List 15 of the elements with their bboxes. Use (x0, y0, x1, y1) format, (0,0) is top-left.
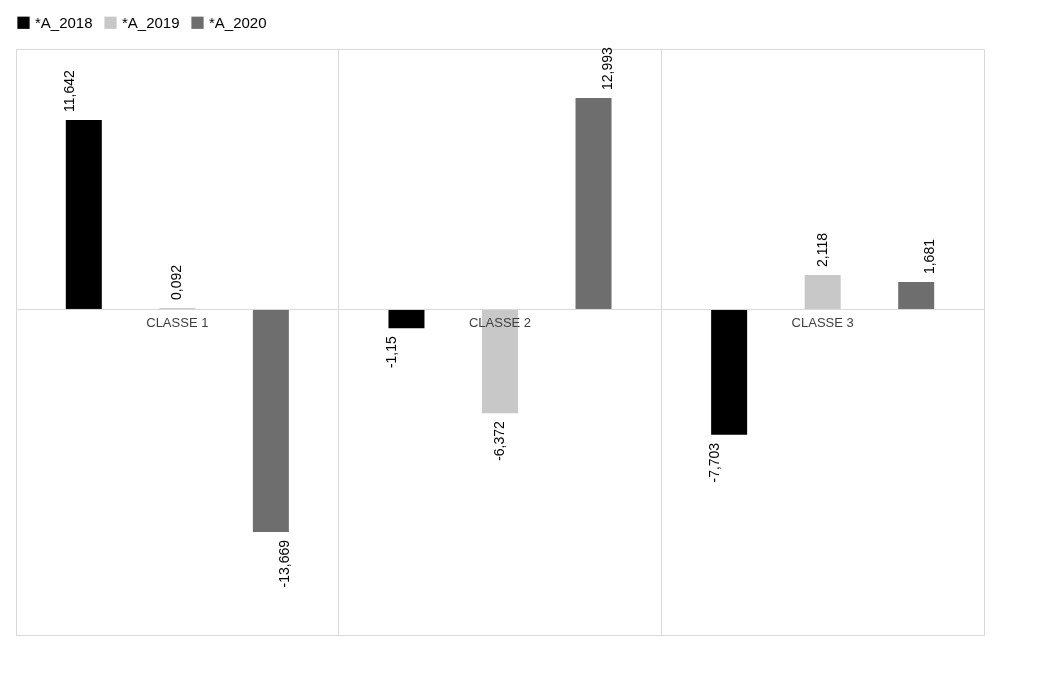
data-label: 0,092 (168, 264, 185, 300)
data-label: 2,118 (813, 232, 830, 267)
legend-label: *A_2020 (209, 13, 267, 31)
data-label: -7,703 (706, 442, 723, 483)
data-label: -13,669 (275, 539, 292, 588)
x-tick-label: CLASSE 3 (791, 315, 854, 331)
data-label: 12,993 (598, 46, 615, 90)
data-label: -1,15 (383, 335, 400, 369)
x-tick-label: CLASSE 2 (468, 315, 532, 331)
x-tick-label: CLASSE 1 (146, 315, 209, 331)
data-label: 1,681 (921, 238, 938, 275)
data-label: 11,642 (60, 69, 77, 112)
legend-label: *A_2018 (35, 13, 93, 31)
data-label: -6,372 (491, 420, 507, 461)
legend-label: *A_2019 (122, 13, 180, 31)
